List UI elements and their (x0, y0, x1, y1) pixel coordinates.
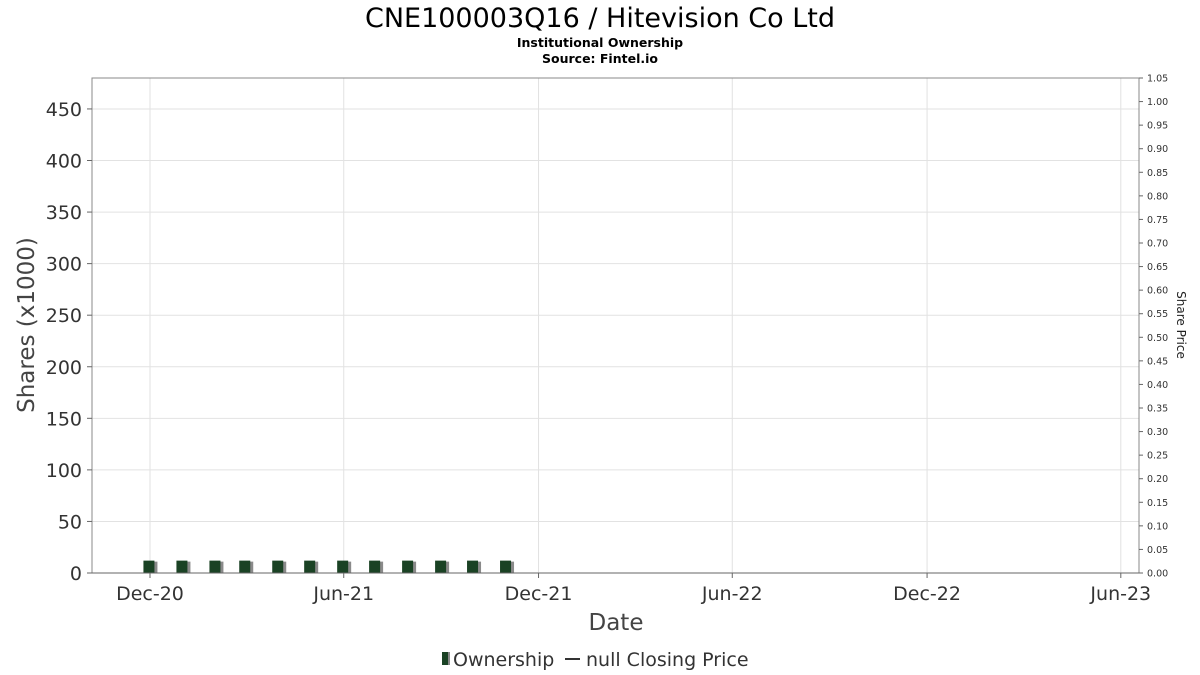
y-tick-label: 150 (46, 408, 82, 430)
bar (176, 560, 188, 573)
x-tick-label: Jun-21 (312, 583, 374, 605)
secondary-y-axis-label: Share Price (1174, 291, 1188, 359)
x-tick-label: Dec-20 (116, 583, 184, 605)
bar (402, 560, 414, 573)
chart-source: Source: Fintel.io (542, 51, 658, 66)
y-tick-label: 450 (46, 99, 82, 121)
y2-tick-label: 0.05 (1147, 545, 1168, 556)
y2-tick-label: 0.60 (1147, 286, 1168, 297)
y2-tick-label: 1.00 (1147, 97, 1168, 108)
x-axis-label: Date (589, 610, 644, 636)
x-axis-ticks: Dec-20Jun-21Dec-21Jun-22Dec-22Jun-23Dec-… (116, 573, 1151, 605)
y2-tick-label: 0.50 (1147, 333, 1168, 344)
bar (467, 560, 479, 573)
bar (304, 560, 316, 573)
x-tick-label: Jun-23 (1089, 583, 1151, 605)
y-tick-label: 200 (46, 357, 82, 379)
bar (337, 560, 349, 573)
legend-ownership-label: Ownership (453, 649, 554, 671)
y-tick-label: 50 (58, 511, 82, 533)
y2-tick-label: 0.40 (1147, 380, 1168, 391)
y-axis-ticks: 0 50 100 150 200 250 300 350 400 450 (46, 99, 92, 585)
y2-tick-label: 0.95 (1147, 121, 1168, 132)
y-tick-label: 0 (70, 563, 82, 585)
y-axis-label: Shares (x1000) (14, 237, 40, 413)
y2-tick-label: 0.10 (1147, 521, 1168, 532)
y2-tick-label: 0.90 (1147, 144, 1168, 155)
y2-tick-label: 0.55 (1147, 309, 1168, 320)
y2-tick-label: 0.00 (1147, 569, 1168, 580)
y2-tick-label: 0.45 (1147, 356, 1168, 367)
x-tick-label: Dec-22 (893, 583, 961, 605)
secondary-y-axis-ticks: 0.00 0.05 0.10 0.15 0.20 0.25 0.30 0.35 0.40 0.45… (1139, 74, 1168, 580)
y2-tick-label: 0.30 (1147, 427, 1168, 438)
y-tick-label: 400 (46, 151, 82, 173)
chart-subtitle: Institutional Ownership (517, 35, 683, 50)
y-tick-label: 350 (46, 202, 82, 224)
y-tick-label: 300 (46, 254, 82, 276)
y2-tick-label: 0.65 (1147, 262, 1168, 273)
y2-tick-label: 0.35 (1147, 404, 1168, 415)
bars (92, 560, 1139, 574)
grid (92, 78, 1139, 573)
legend-ownership-swatch-shadow (448, 652, 450, 665)
y2-tick-label: 0.25 (1147, 451, 1168, 462)
bar (369, 560, 381, 573)
y2-tick-label: 0.85 (1147, 168, 1168, 179)
y2-tick-label: 1.05 (1147, 74, 1168, 85)
y-tick-label: 100 (46, 460, 82, 482)
plot-area (91, 77, 1140, 574)
x-tick-label: Jun-22 (701, 583, 763, 605)
y2-tick-label: 0.80 (1147, 191, 1168, 202)
chart-title: CNE100003Q16 / Hitevision Co Ltd (365, 3, 835, 34)
y2-tick-label: 0.20 (1147, 474, 1168, 485)
bar (435, 560, 447, 573)
bar (209, 560, 221, 573)
bar (143, 560, 155, 573)
bar (239, 560, 251, 573)
x-tick-label: Dec-21 (505, 583, 573, 605)
bar (272, 560, 284, 573)
legend: Ownership null Closing Price (442, 649, 749, 671)
legend-ownership-swatch (442, 652, 448, 665)
legend-price-label: null Closing Price (586, 649, 749, 671)
y-tick-label: 250 (46, 305, 82, 327)
y2-tick-label: 0.75 (1147, 215, 1168, 226)
y2-tick-label: 0.15 (1147, 498, 1168, 509)
bar (500, 560, 512, 573)
y2-tick-label: 0.70 (1147, 239, 1168, 250)
